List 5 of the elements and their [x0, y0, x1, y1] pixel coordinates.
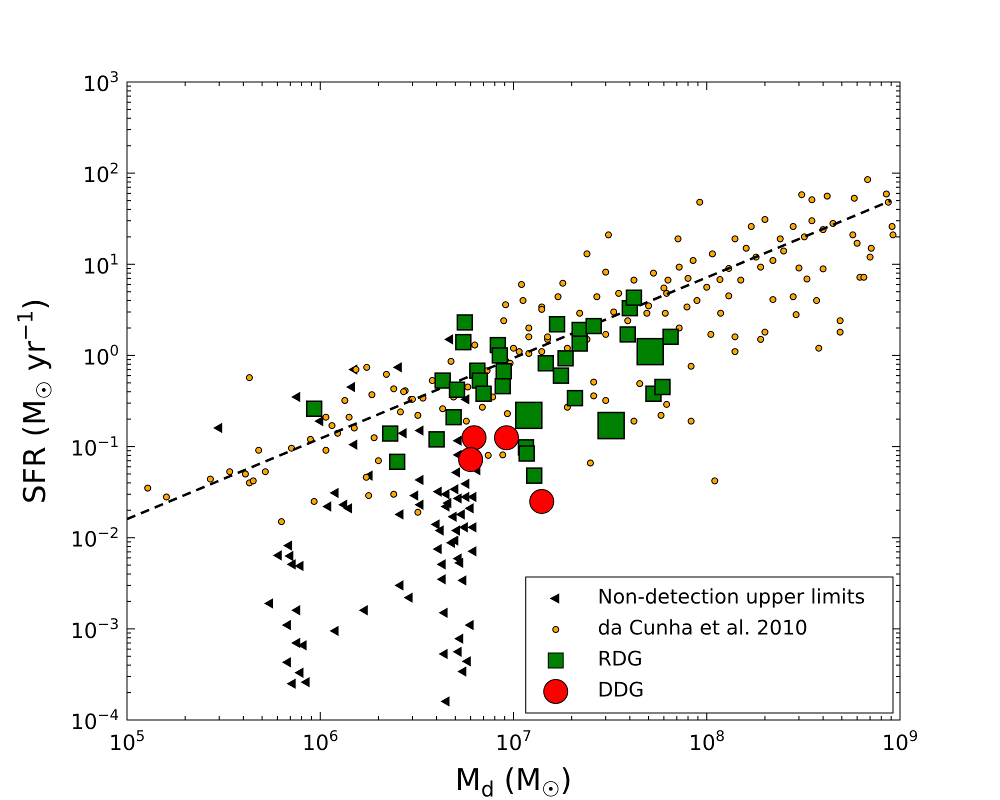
y-axis-title: SFR (M☉ yr−1) [13, 298, 57, 504]
legend-label: DDG [598, 678, 644, 702]
legend-label: Non-detection upper limits [598, 584, 865, 609]
legend-label: da Cunha et al. 2010 [598, 616, 808, 640]
legend-label: RDG [598, 646, 643, 671]
